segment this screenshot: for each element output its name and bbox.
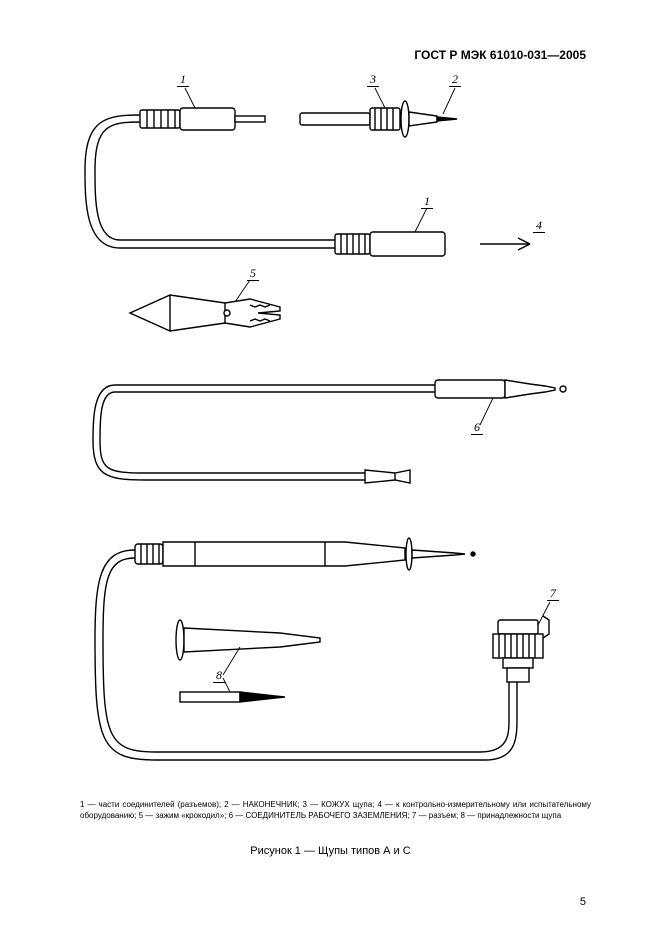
- callout-1a: 1: [177, 72, 189, 87]
- figure-caption: Рисунок 1 — Щупы типов А и С: [0, 845, 661, 857]
- callout-7: 7: [547, 586, 559, 601]
- callout-2: 2: [449, 72, 461, 87]
- figure-1: 1 3 2 1 4 5 6 7 8: [85, 80, 580, 780]
- callout-5: 5: [247, 266, 259, 281]
- figure-svg: [85, 80, 580, 780]
- callout-6: 6: [471, 420, 483, 435]
- callout-1b: 1: [421, 194, 433, 209]
- page-number: 5: [580, 896, 586, 908]
- page: ГОСТ Р МЭК 61010-031—2005: [0, 0, 661, 936]
- callout-4: 4: [533, 218, 545, 233]
- callout-3: 3: [367, 72, 379, 87]
- figure-legend: 1 — части соединителей (разъемов); 2 — Н…: [80, 800, 591, 822]
- document-header: ГОСТ Р МЭК 61010-031—2005: [414, 48, 586, 62]
- callout-8: 8: [213, 668, 225, 683]
